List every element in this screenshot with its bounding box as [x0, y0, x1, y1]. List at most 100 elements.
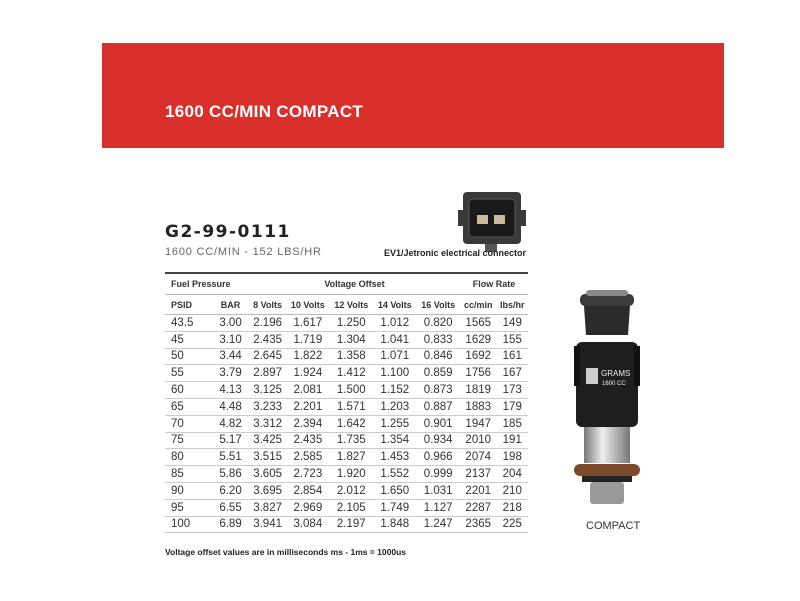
column-header: lbs/hr: [496, 294, 528, 315]
table-row: 70 4.82 3.312 2.394 1.642 1.255 0.901 1947 185: [165, 415, 528, 433]
injector-model: 1600 CC: [602, 381, 626, 387]
table-cell: 3.515: [249, 448, 287, 467]
table-cell: 3.941: [249, 516, 287, 534]
flow-table: Fuel Pressure Voltage Offset Flow Rate P…: [165, 272, 528, 534]
table-row: 75 5.17 3.425 2.435 1.735 1.354 0.934 2010 191: [165, 432, 528, 450]
table-cell: 4.48: [212, 398, 250, 416]
table-cell: 1.827: [329, 448, 374, 467]
table-cell: 0.901: [416, 415, 460, 433]
table-cell: 0.934: [416, 432, 460, 450]
table-cell: 1.127: [416, 499, 460, 517]
table-row: 95 6.55 3.827 2.969 2.105 1.749 1.127 2287 218: [165, 499, 528, 517]
column-header: PSID: [165, 294, 212, 315]
table-cell: 1.041: [373, 331, 417, 349]
table-cell: 3.233: [249, 398, 287, 416]
table-cell: 2.197: [329, 516, 374, 534]
table-cell: 1.920: [329, 465, 374, 483]
table-cell: 179: [496, 398, 528, 416]
table-cell: 1819: [459, 381, 497, 399]
table-cell: 1.552: [373, 465, 417, 483]
table-cell: 1692: [459, 348, 497, 366]
table-row: 60 4.13 3.125 2.081 1.500 1.152 0.873 1819 173: [165, 381, 528, 399]
table-cell: 161: [496, 348, 528, 366]
table-cell: 1.617: [286, 314, 330, 332]
table-cell: 1.304: [329, 331, 374, 349]
table-cell: 65: [165, 398, 212, 416]
table-cell: 1.012: [373, 314, 417, 332]
table-cell: 43.5: [165, 314, 212, 332]
column-header: 8 Volts: [249, 294, 287, 315]
table-cell: 75: [165, 432, 212, 450]
table-cell: 218: [496, 499, 528, 517]
table-cell: 2.201: [286, 398, 330, 416]
connector-label: EV1/Jetronic electrical connector: [384, 248, 527, 258]
table-cell: 1.203: [373, 398, 417, 416]
table-cell: 70: [165, 415, 212, 433]
table-cell: 0.887: [416, 398, 460, 416]
table-cell: 1.250: [329, 314, 374, 332]
table-cell: 2365: [459, 516, 497, 534]
table-cell: 167: [496, 364, 528, 383]
table-cell: 0.999: [416, 465, 460, 483]
table-cell: 2.081: [286, 381, 330, 399]
table-cell: 3.425: [249, 432, 287, 450]
table-cell: 204: [496, 465, 528, 483]
table-cell: 1565: [459, 314, 497, 332]
table-cell: 2.196: [249, 314, 287, 332]
table-cell: 3.605: [249, 465, 287, 483]
table-cell: 173: [496, 381, 528, 399]
table-cell: 0.859: [416, 364, 460, 383]
table-cell: 3.00: [212, 314, 250, 332]
table-cell: 2.854: [286, 482, 330, 500]
table-cell: 3.827: [249, 499, 287, 517]
table-cell: 1.152: [373, 381, 417, 399]
table-cell: 60: [165, 381, 212, 399]
table-cell: 3.084: [286, 516, 330, 534]
table-cell: 1756: [459, 364, 497, 383]
table-cell: 3.79: [212, 364, 250, 383]
table-row: 80 5.51 3.515 2.585 1.827 1.453 0.966 2074 198: [165, 448, 528, 467]
table-cell: 2137: [459, 465, 497, 483]
page-title: 1600 CC/MIN COMPACT: [165, 102, 364, 121]
table-cell: 0.820: [416, 314, 460, 332]
group-voltage-offset: Voltage Offset: [249, 272, 460, 295]
table-cell: 95: [165, 499, 212, 517]
table-cell: 2.645: [249, 348, 287, 366]
table-cell: 198: [496, 448, 528, 467]
column-header: cc/min: [459, 294, 497, 315]
footnote: Voltage offset values are in millisecond…: [165, 547, 407, 557]
table-cell: 1.924: [286, 364, 330, 383]
table-cell: 1.031: [416, 482, 460, 500]
table-cell: 1.848: [373, 516, 417, 534]
table-cell: 1.719: [286, 331, 330, 349]
table-cell: 1.100: [373, 364, 417, 383]
injector-brand: GRAMS: [601, 369, 630, 378]
table-cell: 1.354: [373, 432, 417, 450]
table-cell: 6.55: [212, 499, 250, 517]
table-cell: 3.44: [212, 348, 250, 366]
title-banner: 1600 CC/MIN COMPACT: [102, 43, 724, 148]
table-cell: 1.571: [329, 398, 374, 416]
part-number: G2-99-0111: [165, 222, 291, 242]
table-cell: 191: [496, 432, 528, 450]
injector-label: COMPACT: [586, 520, 641, 532]
column-header: 14 Volts: [373, 294, 417, 315]
table-cell: 6.20: [212, 482, 250, 500]
table-cell: 90: [165, 482, 212, 500]
table-cell: 155: [496, 331, 528, 349]
table-cell: 1883: [459, 398, 497, 416]
table-cell: 1.500: [329, 381, 374, 399]
table-cell: 5.17: [212, 432, 250, 450]
table-cell: 6.89: [212, 516, 250, 534]
table-row: 55 3.79 2.897 1.924 1.412 1.100 0.859 1756 167: [165, 364, 528, 383]
table-cell: 1.412: [329, 364, 374, 383]
table-cell: 2.723: [286, 465, 330, 483]
table-cell: 1.642: [329, 415, 374, 433]
table-cell: 1.247: [416, 516, 460, 534]
table-cell: 3.10: [212, 331, 250, 349]
table-cell: 4.13: [212, 381, 250, 399]
table-cell: 1.071: [373, 348, 417, 366]
table-cell: 1629: [459, 331, 497, 349]
table-cell: 2.435: [249, 331, 287, 349]
table-cell: 0.873: [416, 381, 460, 399]
